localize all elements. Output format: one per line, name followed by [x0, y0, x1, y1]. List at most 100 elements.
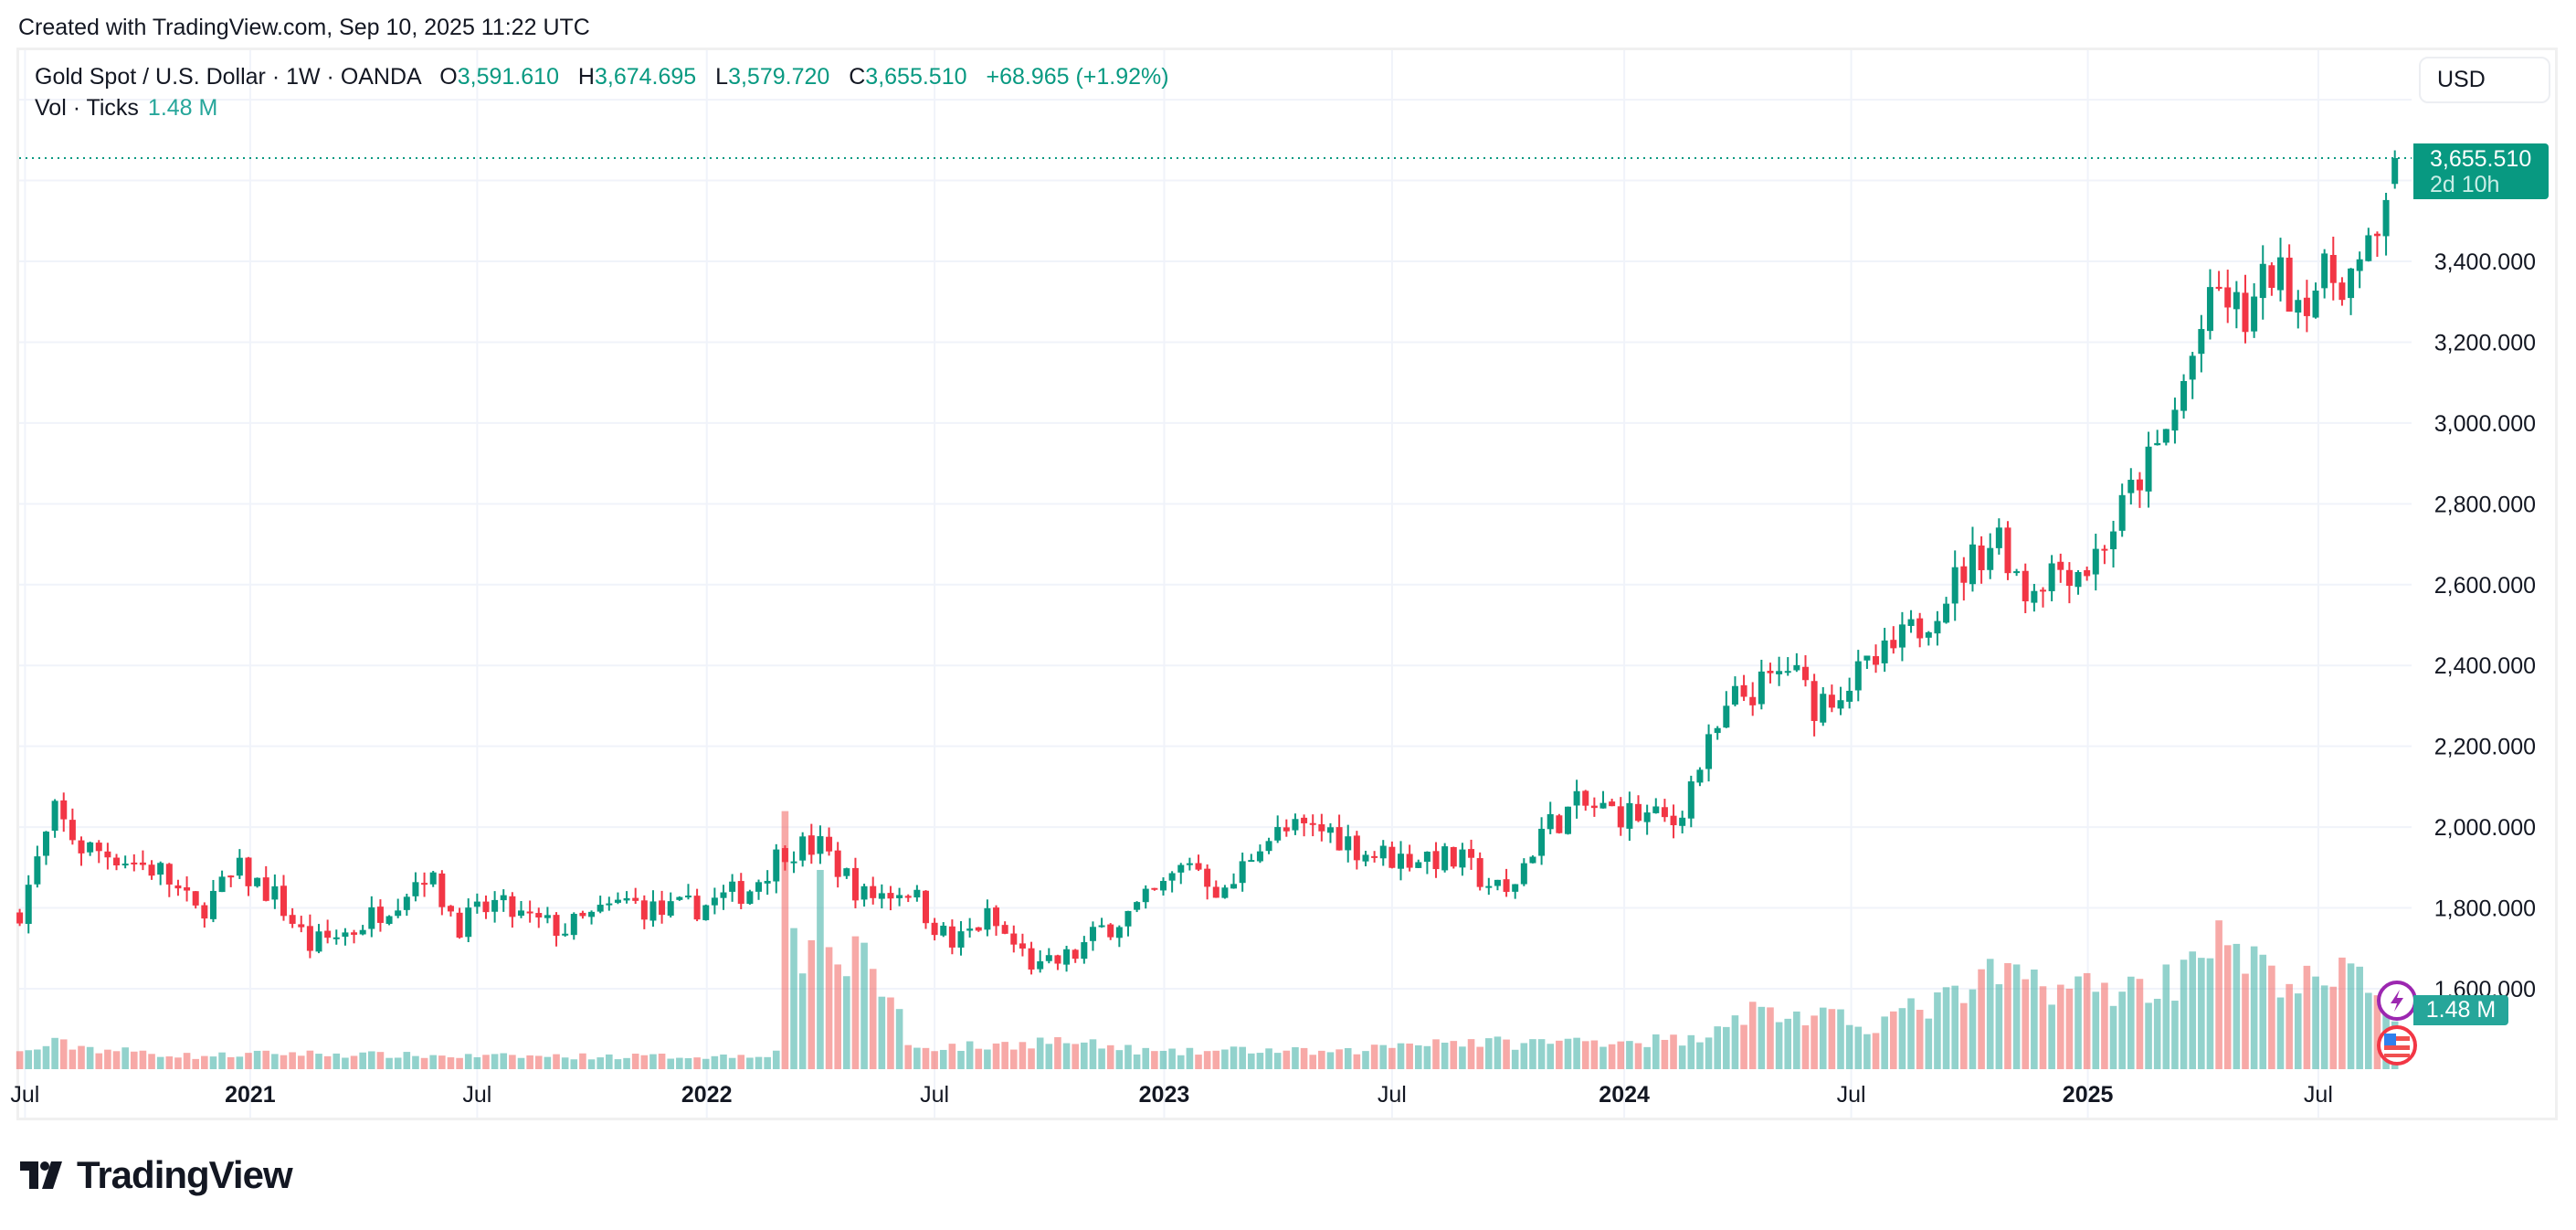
- volume-bar: [1388, 1047, 1396, 1069]
- candle-body: [2295, 300, 2302, 313]
- y-tick-label: 2,000.000: [2434, 815, 2536, 841]
- candle-body: [975, 927, 982, 931]
- volume-bar: [1098, 1048, 1105, 1069]
- volume-bar: [843, 976, 850, 1069]
- volume-bar: [2242, 973, 2249, 1069]
- volume-bar: [1318, 1050, 1325, 1069]
- volume-bar: [948, 1044, 956, 1069]
- candle-body: [342, 932, 349, 938]
- candle-body: [2004, 527, 2011, 574]
- candle-body: [1512, 884, 1519, 892]
- volume-bar: [139, 1050, 147, 1069]
- candle-body: [1010, 933, 1018, 945]
- volume-bar: [2189, 951, 2197, 1069]
- candle-body: [1195, 863, 1202, 870]
- volume-bar: [1872, 1033, 1880, 1069]
- candle-body: [1635, 803, 1642, 822]
- volume-bar: [2022, 979, 2030, 1069]
- candle-body: [1450, 847, 1457, 867]
- volume-bar: [606, 1054, 613, 1069]
- candle-body: [1670, 815, 1677, 826]
- candle-body: [781, 848, 788, 863]
- volume-bar: [781, 811, 789, 1069]
- y-tick-label: 3,200.000: [2434, 330, 2536, 355]
- high-label: H: [577, 64, 595, 90]
- candle-body: [1564, 806, 1571, 834]
- volume-bar: [69, 1049, 77, 1069]
- candle-body: [1846, 690, 1853, 702]
- candle-body: [2348, 268, 2355, 299]
- candle-body: [1256, 851, 1263, 862]
- candle-body: [764, 880, 771, 884]
- volume-bar: [614, 1059, 622, 1069]
- symbol-title[interactable]: Gold Spot / U.S. Dollar · 1W · OANDA: [35, 64, 421, 90]
- volume-bar: [25, 1050, 33, 1069]
- volume-bar: [2118, 991, 2126, 1069]
- candle-body: [121, 864, 129, 866]
- volume-bar: [790, 928, 797, 1069]
- candle-body: [1582, 790, 1589, 806]
- volume-bar: [869, 969, 877, 1069]
- low-value: 3,579.720: [728, 64, 830, 90]
- candle-body: [429, 872, 437, 885]
- candle-body: [1037, 960, 1044, 970]
- candle-body: [720, 892, 727, 898]
- candle-body: [851, 867, 859, 901]
- candle-body: [860, 885, 868, 900]
- volume-bar: [702, 1058, 710, 1069]
- candle-body: [1230, 884, 1238, 889]
- volume-bar: [922, 1047, 930, 1069]
- volume-bar: [2012, 964, 2021, 1069]
- volume-bar: [1889, 1011, 1897, 1069]
- candle-body: [51, 801, 58, 832]
- candle-body: [2092, 548, 2099, 575]
- candle-body: [2013, 571, 2021, 574]
- candle-body: [2215, 286, 2222, 290]
- volume-bar: [860, 942, 868, 1069]
- x-tick-label: Jul: [462, 1082, 491, 1108]
- candle-body: [87, 842, 94, 853]
- volume-bar: [526, 1055, 533, 1069]
- volume-bar: [1248, 1053, 1255, 1069]
- candle-body: [1107, 924, 1114, 938]
- volume-bar: [289, 1052, 296, 1069]
- volume-bar: [931, 1051, 938, 1069]
- volume-bar: [1863, 1034, 1871, 1069]
- volume-bar: [315, 1054, 322, 1069]
- volume-bar: [1062, 1043, 1071, 1069]
- us-flag-icon[interactable]: [2377, 1025, 2417, 1066]
- volume-bar: [2276, 997, 2285, 1069]
- candle-body: [1212, 886, 1219, 898]
- volume-bar: [262, 1050, 270, 1069]
- candle-body: [1142, 888, 1149, 903]
- volume-label[interactable]: Vol · Ticks: [35, 95, 139, 121]
- volume-bar: [1450, 1041, 1458, 1069]
- volume-bar: [2075, 976, 2082, 1069]
- candle-body: [280, 885, 287, 917]
- volume-bar: [2338, 957, 2346, 1069]
- event-icon-lightning[interactable]: [2377, 981, 2417, 1021]
- x-tick-label: Jul: [2304, 1082, 2333, 1108]
- volume-bar: [359, 1052, 366, 1069]
- candle-body: [209, 890, 216, 919]
- volume-bar: [1239, 1046, 1246, 1069]
- volume-bar: [1195, 1055, 1202, 1069]
- volume-bar: [1898, 1008, 1906, 1069]
- candle-body: [1406, 854, 1413, 868]
- tradingview-logo[interactable]: TradingView: [20, 1153, 293, 1197]
- volume-bar: [34, 1049, 41, 1069]
- volume-bar: [1801, 1025, 1810, 1069]
- volume-bar: [1617, 1041, 1625, 1069]
- volume-bar: [904, 1044, 913, 1069]
- volume-bar: [271, 1054, 279, 1069]
- candle-body: [148, 864, 155, 876]
- volume-bar: [1045, 1044, 1053, 1069]
- candle-body: [632, 897, 639, 901]
- volume-bar: [1925, 1018, 1933, 1069]
- candle-body: [711, 897, 718, 906]
- volume-bar: [297, 1055, 305, 1069]
- currency-button[interactable]: USD: [2419, 57, 2550, 103]
- candle-body: [1793, 664, 1800, 671]
- volume-bar: [1723, 1026, 1730, 1069]
